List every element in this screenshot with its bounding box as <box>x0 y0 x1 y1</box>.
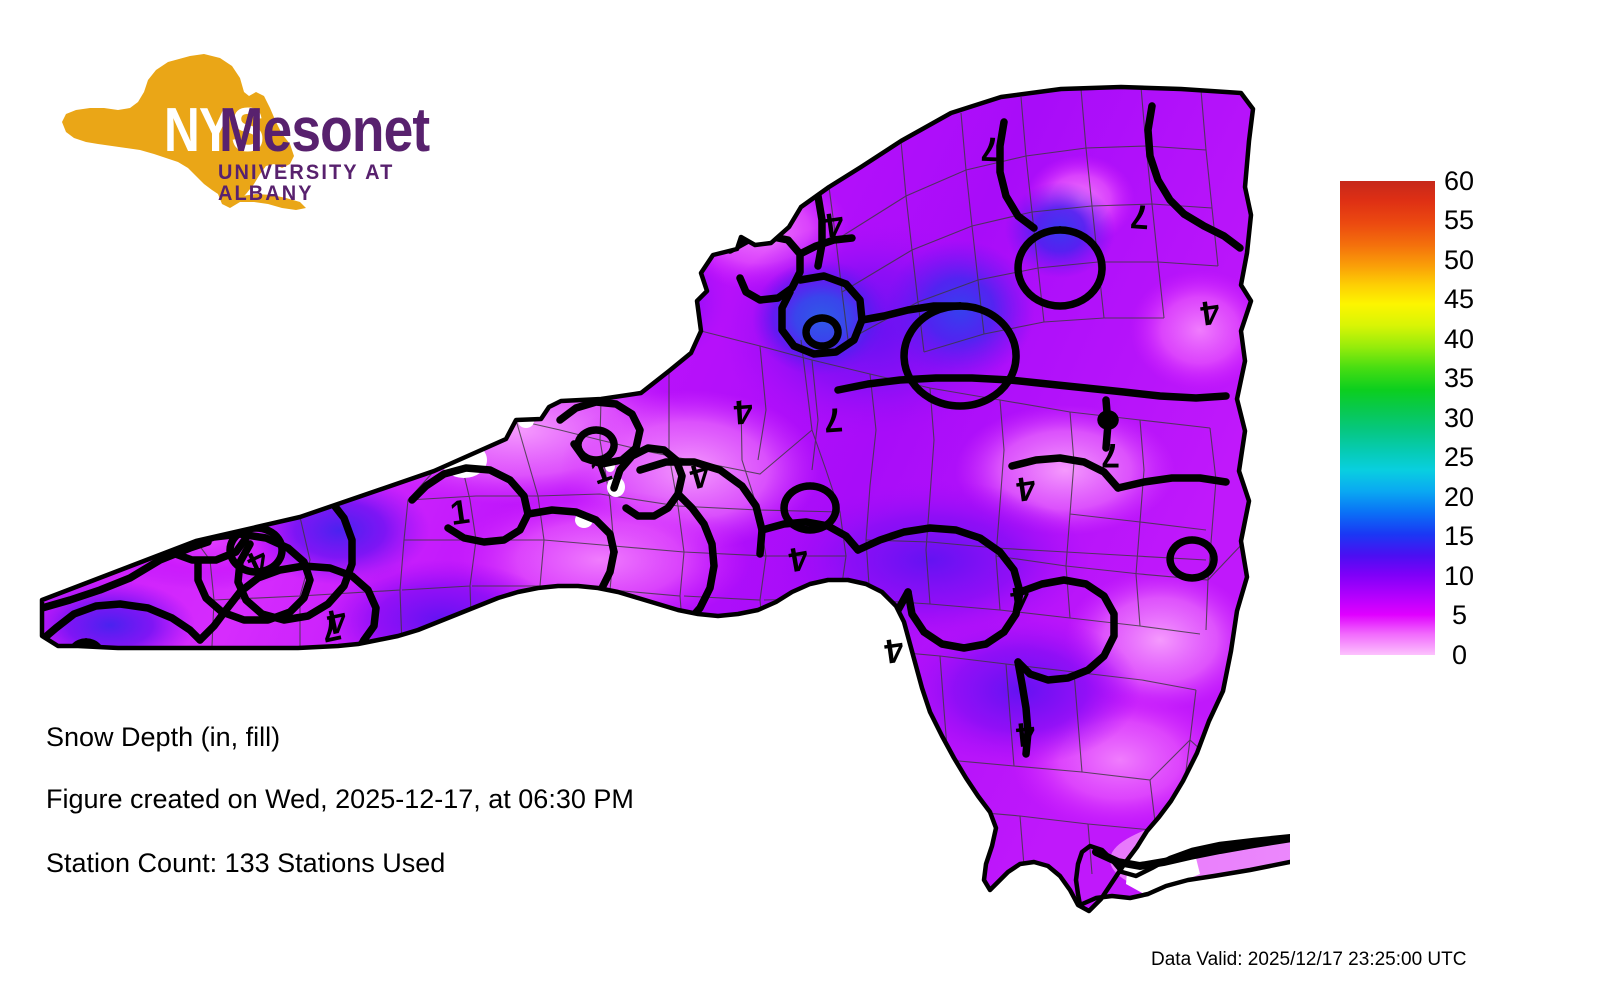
contour-label-7: 7 <box>980 129 1000 168</box>
colorbar-tick-35: 35 <box>1444 363 1475 393</box>
colorbar-tick-20: 20 <box>1444 482 1475 512</box>
contour-label-4: 4 <box>1014 714 1037 754</box>
contour-label-7: 7 <box>1129 197 1151 236</box>
colorbar-tick-30: 30 <box>1444 403 1475 433</box>
colorbar-tick-0: 0 <box>1452 640 1468 670</box>
figure-created-text: Figure created on Wed, 2025-12-17, at 06… <box>46 784 634 814</box>
contour-labels: 1 1 4 7 4 4 4 4 4 7 7 7 4 7 4 4 4 4 <box>241 129 1222 753</box>
contour-label-4: 4 <box>882 630 906 670</box>
nys-mesonet-logo: NYS Mesonet UNIVERSITY AT ALBANY <box>44 52 430 212</box>
data-valid-text: Data Valid: 2025/12/17 23:25:00 UTC <box>1151 949 1467 970</box>
logo-mesonet-text: Mesonet <box>219 96 430 165</box>
ny-state-logo-shape <box>62 54 306 210</box>
contour-label-7: 7 <box>823 400 845 439</box>
map-title-caption: Snow Depth (in, fill) <box>46 722 281 752</box>
colorbar-tick-50: 50 <box>1444 245 1475 275</box>
logo-nys-text: NYS <box>164 96 264 165</box>
colorbar-tick-10: 10 <box>1444 561 1475 591</box>
colorbar-tick-25: 25 <box>1444 442 1475 472</box>
contour-label-4: 4 <box>732 392 754 431</box>
snow-depth-fill-layer <box>42 87 1290 911</box>
colorbar-tick-5: 5 <box>1452 600 1468 630</box>
contour-lines-north <box>726 102 1244 758</box>
station-count-text: Station Count: 133 Stations Used <box>46 848 446 878</box>
snow-depth-map: 1 1 4 7 4 4 4 4 4 7 7 7 4 7 4 4 4 4 <box>0 0 1290 960</box>
long-island-contour <box>1092 834 1290 871</box>
colorbar-tick-15: 15 <box>1444 521 1475 551</box>
colorbar-tick-55: 55 <box>1444 205 1475 235</box>
colorbar-tick-40: 40 <box>1444 324 1475 354</box>
colorbar-tick-45: 45 <box>1444 284 1475 314</box>
logo-subtitle-text: UNIVERSITY AT ALBANY <box>218 161 395 205</box>
colorbar-tick-60: 60 <box>1444 166 1475 196</box>
colorbar-gradient <box>1340 181 1435 655</box>
contour-label-7: 7 <box>1101 436 1120 474</box>
colorbar <box>1340 181 1435 655</box>
